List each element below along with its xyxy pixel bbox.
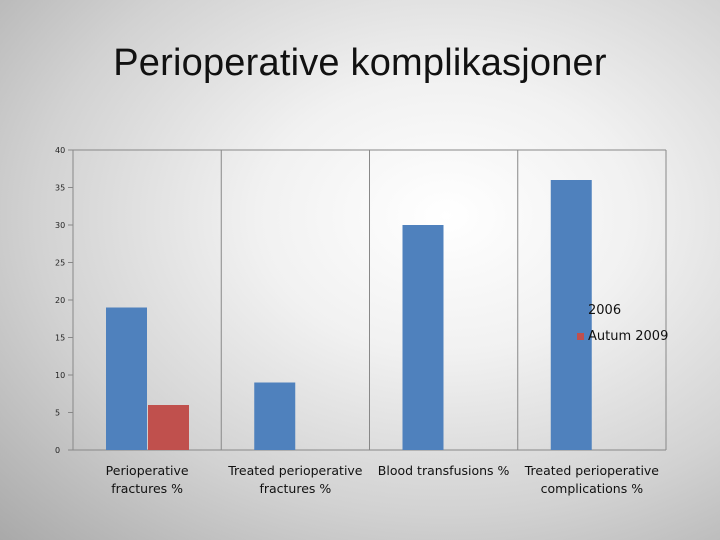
category-label-line: fractures % — [111, 481, 183, 496]
y-tick-label: 15 — [55, 334, 65, 343]
y-tick-label: 30 — [55, 221, 65, 230]
category-label-line: Perioperative — [106, 463, 189, 478]
legend-label: 2006 — [588, 303, 621, 318]
category-label-line: Treated perioperative — [227, 463, 363, 478]
x-axis-labels: Perioperative fractures %Treated perioper… — [106, 463, 660, 496]
y-tick-label: 0 — [55, 446, 60, 455]
y-tick-label: 25 — [55, 259, 65, 268]
category-label-line: complications % — [541, 481, 644, 496]
bar-s1-3 — [550, 180, 592, 450]
y-tick-label: 20 — [55, 296, 65, 305]
bars — [106, 180, 592, 450]
legend-label: Autum 2009 — [588, 329, 668, 344]
y-tick-label: 5 — [55, 409, 60, 418]
bar-s2-0 — [148, 405, 189, 450]
category-label: Treated perioperative complications % — [524, 463, 660, 496]
category-label-line: fractures % — [259, 481, 331, 496]
category-label-line: Blood transfusions % — [378, 463, 510, 478]
bar-s1-2 — [402, 225, 444, 450]
slide-title: Perioperative komplikasjoner — [113, 42, 607, 84]
bar-s1-1 — [254, 382, 296, 450]
y-tick-label: 35 — [55, 184, 65, 193]
category-label-line: Treated perioperative — [524, 463, 660, 478]
y-tick-label: 10 — [55, 371, 65, 380]
y-axis-ticks: 0 5 10 15 20 25 30 35 40 — [55, 146, 73, 455]
category-label: Perioperative fractures % — [106, 463, 189, 496]
y-tick-label: 40 — [55, 146, 65, 155]
category-label: Treated perioperative fractures % — [227, 463, 363, 496]
bar-s1-0 — [106, 307, 147, 450]
legend-swatch — [577, 333, 584, 340]
category-label: Blood transfusions % — [378, 463, 510, 478]
legend: 2006 Autum 2009 — [577, 303, 668, 344]
legend-swatch — [577, 307, 584, 314]
